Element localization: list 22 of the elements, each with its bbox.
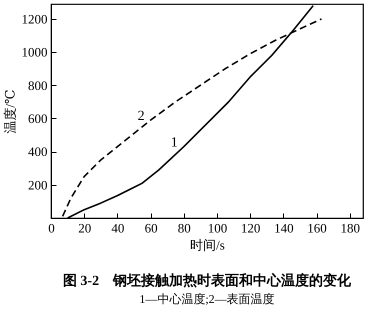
x-tick-label: 180 xyxy=(340,220,360,236)
y-tick-label: 600 xyxy=(28,110,48,126)
x-tick-label: 60 xyxy=(144,220,158,236)
text: 1—中心温度;2—表面温度 xyxy=(139,292,275,306)
series-label: 1 xyxy=(170,136,178,151)
x-axis-title: 时间/s xyxy=(190,238,225,252)
x-tick-label: 80 xyxy=(178,220,191,236)
y-axis-title: 温度/℃ xyxy=(2,89,18,134)
series-label: 2 xyxy=(138,109,145,124)
x-tick-label: 40 xyxy=(111,220,124,236)
x-tick-label: 160 xyxy=(307,220,327,236)
x-tick-label: 0 xyxy=(48,220,55,236)
y-tick-label: 400 xyxy=(28,144,48,160)
x-tick-label: 120 xyxy=(240,220,260,236)
y-tick-label: 1200 xyxy=(22,11,48,26)
y-tick-label: 1000 xyxy=(22,44,48,60)
text: 图 3-2 钢坯接触加热时表面和中心温度的变化 xyxy=(62,272,352,289)
x-tick-label: 140 xyxy=(274,220,294,236)
y-tick-label: 200 xyxy=(28,177,48,192)
x-tick-label: 100 xyxy=(208,220,228,236)
y-tick-label: 800 xyxy=(28,78,48,93)
x-tick-label: 20 xyxy=(78,220,92,236)
